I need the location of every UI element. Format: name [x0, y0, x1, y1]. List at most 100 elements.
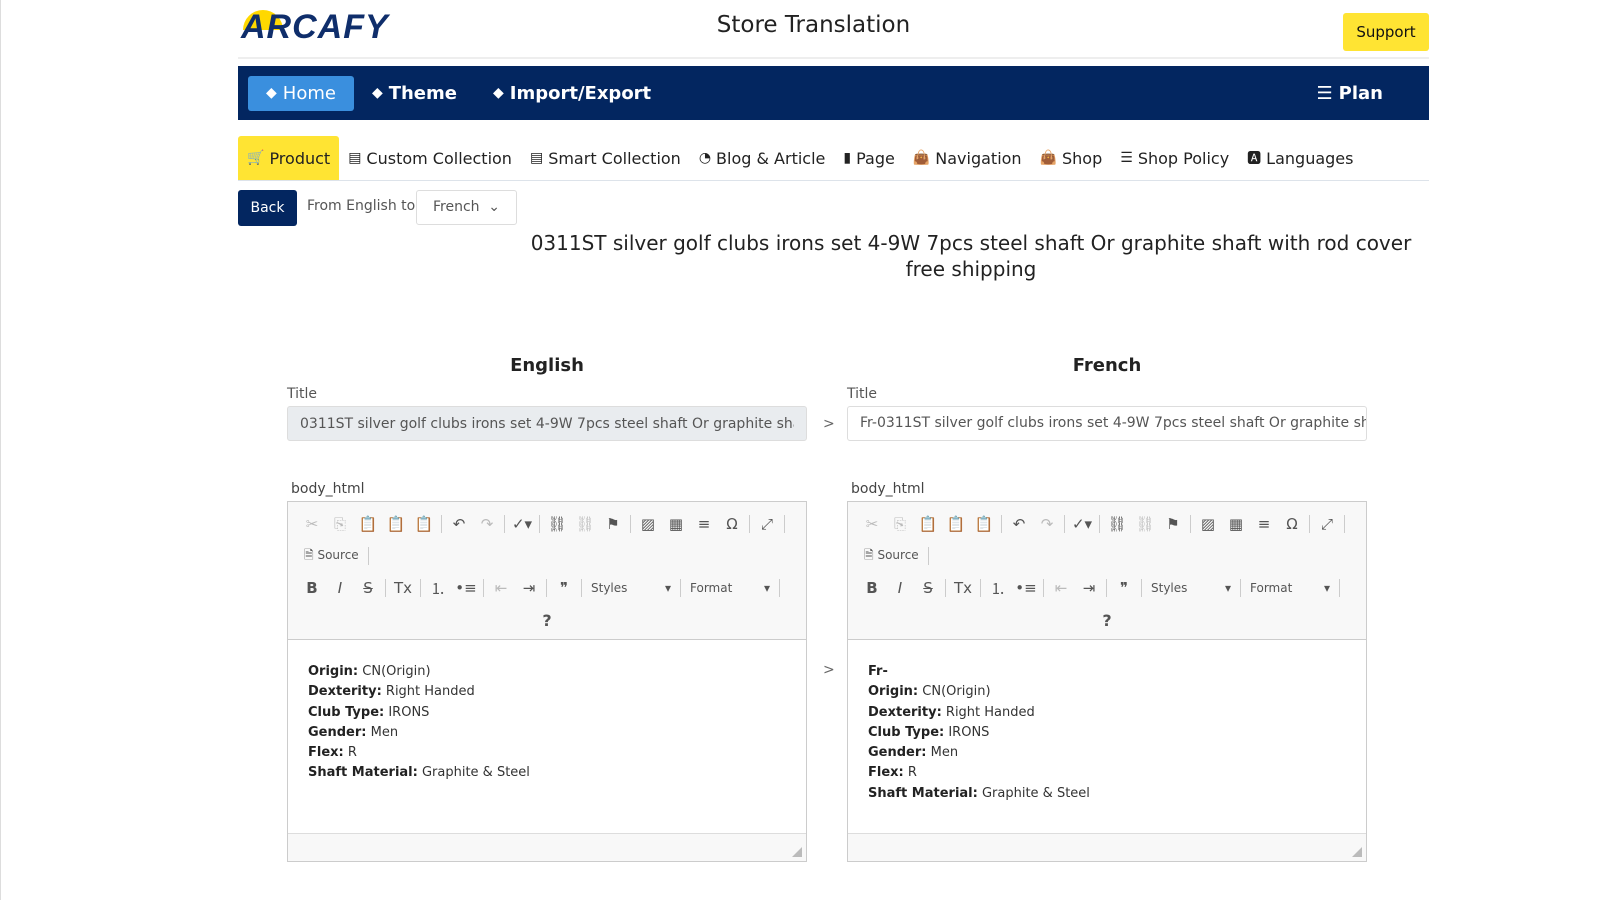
paste-text-icon[interactable]: 📋 — [946, 515, 966, 533]
format-dropdown[interactable]: Format ▾ — [684, 581, 776, 595]
cut-icon[interactable]: ✂ — [305, 515, 319, 533]
tab-languages[interactable]: 🅰 Languages — [1238, 136, 1362, 180]
remove-format-icon[interactable]: Tx — [953, 579, 973, 597]
tab-shop-policy[interactable]: ☰ Shop Policy — [1111, 136, 1238, 180]
bag-icon: 👜 — [912, 150, 931, 166]
editor-content[interactable]: Origin: CN(Origin) Dexterity: Right Hande… — [288, 640, 806, 806]
field-name: Flex: — [868, 765, 904, 781]
indent-icon[interactable]: ⇥ — [522, 579, 536, 597]
unlink-icon[interactable]: ⛓ — [575, 515, 595, 533]
title-input[interactable]: Fr-0311ST silver golf clubs irons set 4-… — [847, 406, 1367, 441]
spellcheck-icon[interactable]: ✓▾ — [511, 515, 533, 533]
field-value: CN(Origin) — [358, 664, 431, 679]
outdent-icon[interactable]: ⇤ — [1054, 579, 1068, 597]
title-label: Title — [847, 386, 878, 402]
tab-page[interactable]: ▮ Page — [834, 136, 903, 180]
field-value: IRONS — [384, 704, 430, 720]
table-icon[interactable]: ▦ — [668, 515, 684, 533]
paste-word-icon[interactable]: 📋 — [414, 515, 434, 533]
paste-word-icon[interactable]: 📋 — [974, 515, 994, 533]
italic-icon[interactable]: I — [897, 579, 903, 597]
content-line: Dexterity: Right Handed — [868, 703, 1346, 723]
tab-shop[interactable]: 👜 Shop — [1031, 136, 1112, 180]
blockquote-icon[interactable]: ❞ — [559, 579, 569, 597]
bag-icon: 👜 — [1039, 150, 1057, 166]
field-name: Origin: — [308, 664, 359, 679]
tab-navigation[interactable]: 👜 Navigation — [904, 136, 1031, 180]
strike-icon[interactable]: S — [363, 579, 373, 597]
image-icon[interactable]: ▨ — [640, 515, 656, 533]
tab-product[interactable]: 🛒 Product — [238, 136, 340, 180]
title-input[interactable] — [287, 406, 807, 441]
copy-title-arrow[interactable]: > — [823, 416, 835, 432]
numbered-list-icon[interactable]: ⒈ — [990, 579, 1006, 598]
support-button[interactable]: Support — [1343, 13, 1429, 51]
styles-label: Styles — [1151, 581, 1188, 595]
numbered-list-icon[interactable]: ⒈ — [430, 579, 446, 598]
tab-custom-collection[interactable]: ▤ Custom Collection — [339, 136, 521, 180]
copy-body-arrow[interactable]: > — [823, 662, 835, 678]
field-value: IRONS — [944, 724, 990, 740]
resize-handle[interactable] — [792, 847, 802, 857]
undo-icon[interactable]: ↶ — [1012, 515, 1026, 533]
help-button[interactable]: ? — [298, 604, 796, 636]
bullet-list-icon[interactable]: •≡ — [455, 579, 477, 597]
styles-label: Styles — [591, 581, 628, 595]
anchor-icon[interactable]: ⚑ — [606, 515, 620, 533]
blockquote-icon[interactable]: ❞ — [1119, 579, 1129, 597]
source-button[interactable]: 🗎 Source — [858, 546, 925, 567]
paste-icon[interactable]: 📋 — [918, 515, 938, 533]
horizontal-line-icon[interactable]: ≡ — [1257, 515, 1271, 533]
toolbar-separator — [367, 547, 369, 565]
remove-format-icon[interactable]: Tx — [393, 579, 413, 597]
redo-icon[interactable]: ↷ — [1040, 515, 1054, 533]
unlink-icon[interactable]: ⛓ — [1135, 515, 1155, 533]
back-button[interactable]: Back — [238, 190, 297, 226]
special-char-icon[interactable]: Ω — [726, 515, 738, 533]
tab-blog-article[interactable]: ◔ Blog & Article — [690, 136, 835, 180]
toolbar-separator — [1099, 515, 1100, 533]
nav-import-export[interactable]: ◆ Import/Export — [475, 76, 669, 111]
editor-content[interactable]: Fr- Origin: CN(Origin) Dexterity: Right Ha… — [848, 640, 1366, 826]
source-button[interactable]: 🗎 Source — [298, 546, 365, 567]
strike-icon[interactable]: S — [923, 579, 933, 597]
toolbar-separator — [385, 579, 386, 597]
italic-icon[interactable]: I — [337, 579, 343, 597]
styles-dropdown[interactable]: Styles ▾ — [585, 581, 677, 595]
bullet-list-icon[interactable]: •≡ — [1015, 579, 1037, 597]
cut-icon[interactable]: ✂ — [865, 515, 879, 533]
image-icon[interactable]: ▨ — [1200, 515, 1216, 533]
link-icon[interactable]: ⛓ — [547, 515, 567, 533]
toolbar-separator — [441, 515, 442, 533]
help-button[interactable]: ? — [858, 604, 1356, 636]
resize-handle[interactable] — [1352, 847, 1362, 857]
redo-icon[interactable]: ↷ — [480, 515, 494, 533]
tab-label: Navigation — [935, 148, 1022, 168]
horizontal-line-icon[interactable]: ≡ — [697, 515, 711, 533]
paste-icon[interactable]: 📋 — [358, 515, 378, 533]
undo-icon[interactable]: ↶ — [452, 515, 466, 533]
outdent-icon[interactable]: ⇤ — [494, 579, 508, 597]
tab-smart-collection[interactable]: ▤ Smart Collection — [521, 136, 690, 180]
bold-icon[interactable]: B — [866, 579, 878, 597]
link-icon[interactable]: ⛓ — [1107, 515, 1127, 533]
special-char-icon[interactable]: Ω — [1286, 515, 1298, 533]
indent-icon[interactable]: ⇥ — [1082, 579, 1096, 597]
toolbar-separator — [1240, 579, 1241, 597]
maximize-icon[interactable]: ⤢ — [760, 515, 773, 533]
format-dropdown[interactable]: Format ▾ — [1244, 581, 1336, 595]
table-icon[interactable]: ▦ — [1228, 515, 1244, 533]
language-select[interactable]: French ⌄ — [416, 190, 517, 225]
nav-plan[interactable]: ☰ Plan — [1299, 76, 1401, 111]
styles-dropdown[interactable]: Styles ▾ — [1145, 581, 1237, 595]
spellcheck-icon[interactable]: ✓▾ — [1071, 515, 1093, 533]
anchor-icon[interactable]: ⚑ — [1166, 515, 1180, 533]
nav-home[interactable]: ◆ Home — [248, 75, 354, 111]
toolbar-separator — [539, 515, 540, 533]
bold-icon[interactable]: B — [306, 579, 318, 597]
paste-text-icon[interactable]: 📋 — [386, 515, 406, 533]
copy-icon[interactable]: ⎘ — [893, 515, 906, 533]
nav-theme[interactable]: ◆ Theme — [354, 76, 475, 111]
maximize-icon[interactable]: ⤢ — [1320, 515, 1333, 533]
copy-icon[interactable]: ⎘ — [333, 515, 346, 533]
